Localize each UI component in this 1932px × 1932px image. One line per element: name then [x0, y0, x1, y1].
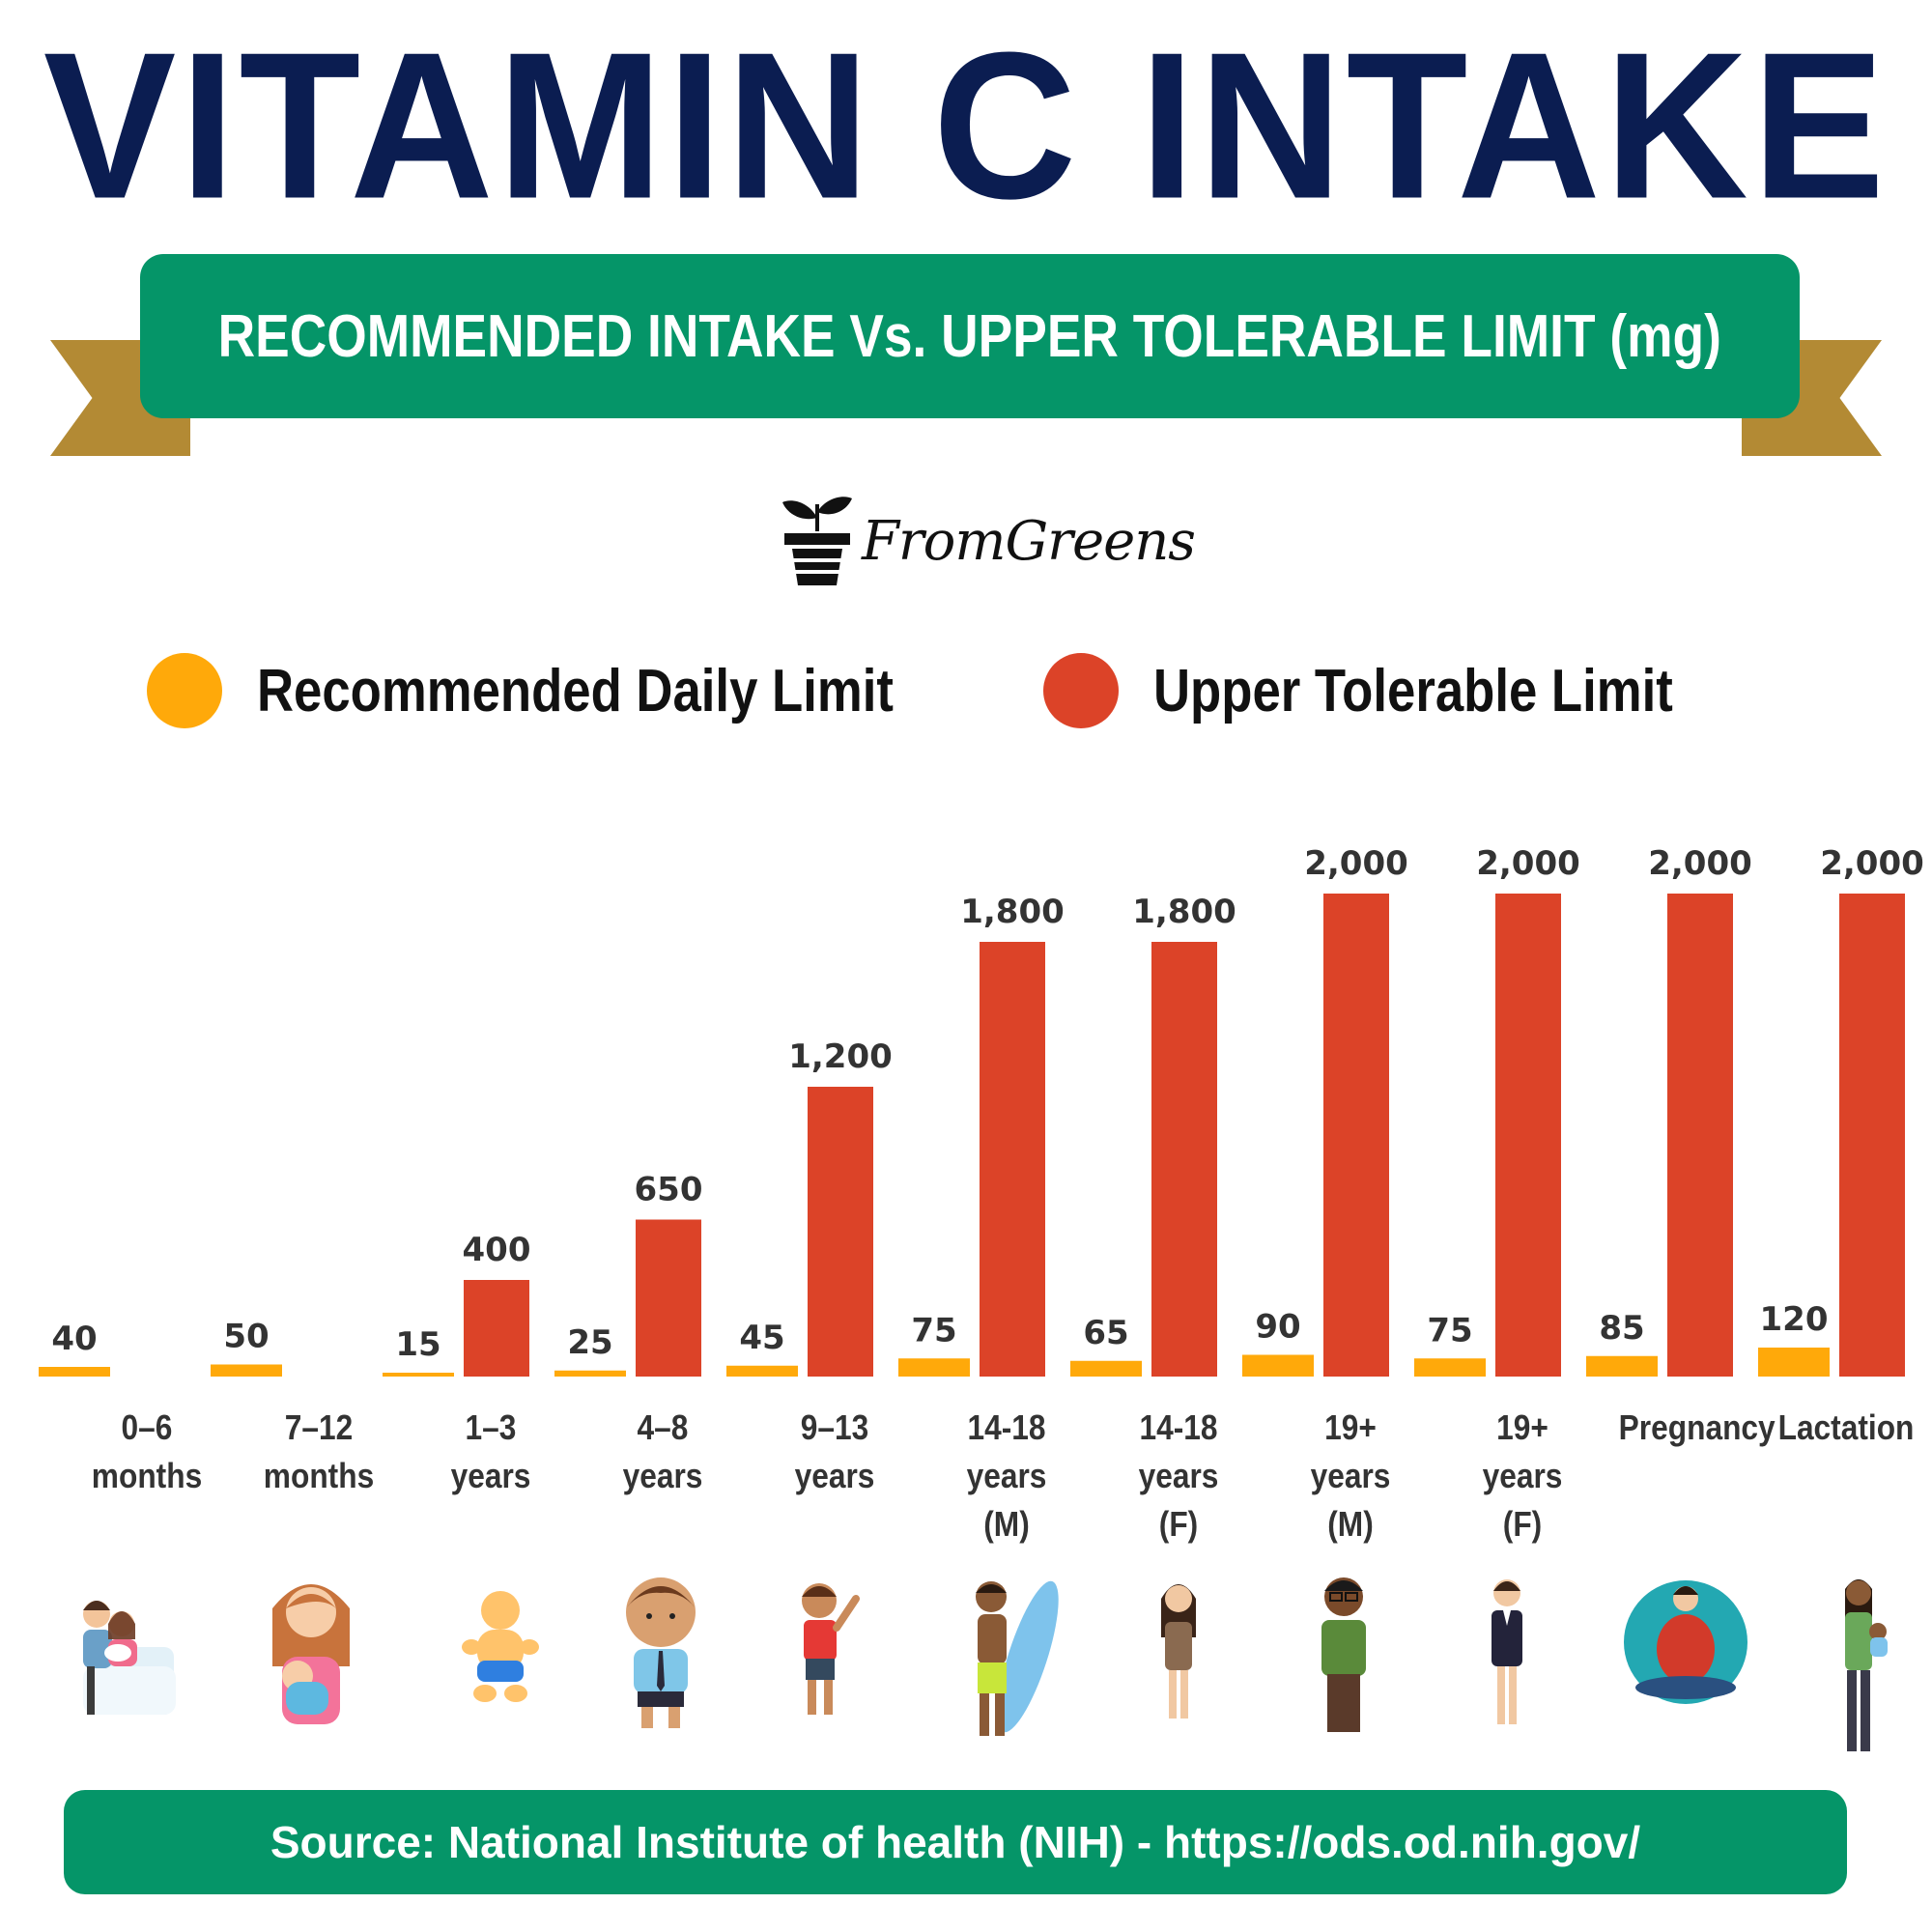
- bar-upper-10: [1839, 894, 1905, 1377]
- plant-pot-icon: [782, 497, 852, 585]
- legend-dot-recommended: [147, 653, 222, 728]
- value-label-recommended-10: 120: [1760, 1300, 1829, 1339]
- category-label-1: 7–12 months: [263, 1407, 375, 1495]
- parents-with-newborn-icon: [83, 1601, 176, 1715]
- bar-recommended-5: [898, 1358, 970, 1377]
- category-label-9: Pregnancy: [1618, 1407, 1776, 1447]
- category-label-2: 1–3 years: [450, 1407, 531, 1495]
- value-label-recommended-6: 65: [1083, 1314, 1128, 1352]
- bar-recommended-6: [1070, 1360, 1142, 1377]
- value-label-recommended-9: 85: [1599, 1309, 1644, 1348]
- value-label-recommended-7: 90: [1255, 1308, 1300, 1347]
- bar-recommended-1: [211, 1364, 282, 1377]
- pregnant-woman-icon: [1624, 1580, 1747, 1704]
- value-label-upper-2: 400: [463, 1231, 531, 1269]
- subtitle-banner: RECOMMENDED INTAKE Vs. UPPER TOLERABLE L…: [140, 254, 1800, 418]
- legend-label-upper: Upper Tolerable Limit: [1153, 657, 1673, 724]
- value-label-recommended-3: 25: [567, 1323, 612, 1362]
- brand-logo: FromGreens: [779, 493, 1196, 589]
- bar-upper-3: [636, 1219, 701, 1377]
- category-label-7: 19+ years (M): [1310, 1407, 1391, 1544]
- value-label-recommended-1: 50: [223, 1318, 269, 1356]
- source-footer: Source: National Institute of health (NI…: [64, 1790, 1847, 1894]
- value-label-upper-4: 1,200: [788, 1037, 893, 1076]
- value-label-recommended-4: 45: [739, 1319, 784, 1357]
- value-label-recommended-5: 75: [911, 1311, 956, 1350]
- value-label-recommended-2: 15: [395, 1325, 440, 1364]
- bar-recommended-8: [1414, 1358, 1486, 1377]
- teen-surfer-icon: [976, 1580, 1059, 1736]
- category-label-0: 0–6 months: [91, 1407, 203, 1495]
- toddler-icon: [462, 1591, 539, 1702]
- schoolboy-icon: [626, 1577, 696, 1728]
- bar-upper-7: [1323, 894, 1389, 1377]
- bar-upper-8: [1495, 894, 1561, 1377]
- waving-boy-icon: [802, 1583, 860, 1715]
- bar-upper-9: [1667, 894, 1733, 1377]
- category-label-10: Lactation: [1777, 1407, 1915, 1447]
- bar-upper-4: [808, 1087, 873, 1377]
- brand-name: FromGreens: [862, 509, 1196, 573]
- teen-girl-icon: [1161, 1584, 1196, 1719]
- value-label-upper-5: 1,800: [960, 893, 1065, 931]
- bar-recommended-0: [39, 1367, 110, 1377]
- value-label-upper-10: 2,000: [1820, 844, 1924, 883]
- businesswoman-icon: [1492, 1579, 1522, 1724]
- category-label-6: 14-18 years (F): [1138, 1407, 1219, 1544]
- source-text: Source: National Institute of health (NI…: [270, 1817, 1641, 1867]
- bar-recommended-10: [1758, 1348, 1830, 1377]
- value-label-upper-7: 2,000: [1304, 844, 1408, 883]
- legend-upper: Upper Tolerable Limit: [1043, 647, 1765, 734]
- mother-holding-baby-icon: [272, 1584, 350, 1724]
- bar-upper-6: [1151, 942, 1217, 1377]
- man-with-glasses-icon: [1321, 1577, 1366, 1732]
- bar-recommended-2: [383, 1373, 454, 1377]
- bar-upper-5: [980, 942, 1045, 1377]
- value-label-recommended-8: 75: [1427, 1311, 1472, 1350]
- category-label-5: 14-18 years (M): [966, 1407, 1047, 1544]
- category-label-8: 19+ years (F): [1482, 1407, 1563, 1544]
- mother-carrying-baby-icon: [1845, 1579, 1888, 1751]
- legend-label-recommended: Recommended Daily Limit: [257, 657, 894, 724]
- bar-recommended-9: [1586, 1355, 1658, 1377]
- bar-recommended-3: [554, 1370, 626, 1377]
- page-title: VITAMIN C INTAKE: [43, 9, 1889, 242]
- bar-recommended-7: [1242, 1354, 1314, 1377]
- subtitle-text: RECOMMENDED INTAKE Vs. UPPER TOLERABLE L…: [217, 302, 1722, 370]
- legend-dot-upper: [1043, 653, 1119, 728]
- value-label-upper-3: 650: [635, 1171, 703, 1209]
- value-label-upper-8: 2,000: [1476, 844, 1580, 883]
- value-label-upper-6: 1,800: [1132, 893, 1236, 931]
- category-label-3: 4–8 years: [622, 1407, 703, 1495]
- bar-recommended-4: [726, 1365, 798, 1377]
- bar-upper-2: [464, 1280, 529, 1377]
- value-label-recommended-0: 40: [51, 1320, 97, 1358]
- legend-recommended: Recommended Daily Limit: [147, 647, 1006, 734]
- bar-chart: 40 50 15 400 25 650 45 1,200 75 1,800 65 1,800 90 2,0…: [39, 844, 1924, 1377]
- category-label-4: 9–13 years: [794, 1407, 875, 1495]
- value-label-upper-9: 2,000: [1648, 844, 1752, 883]
